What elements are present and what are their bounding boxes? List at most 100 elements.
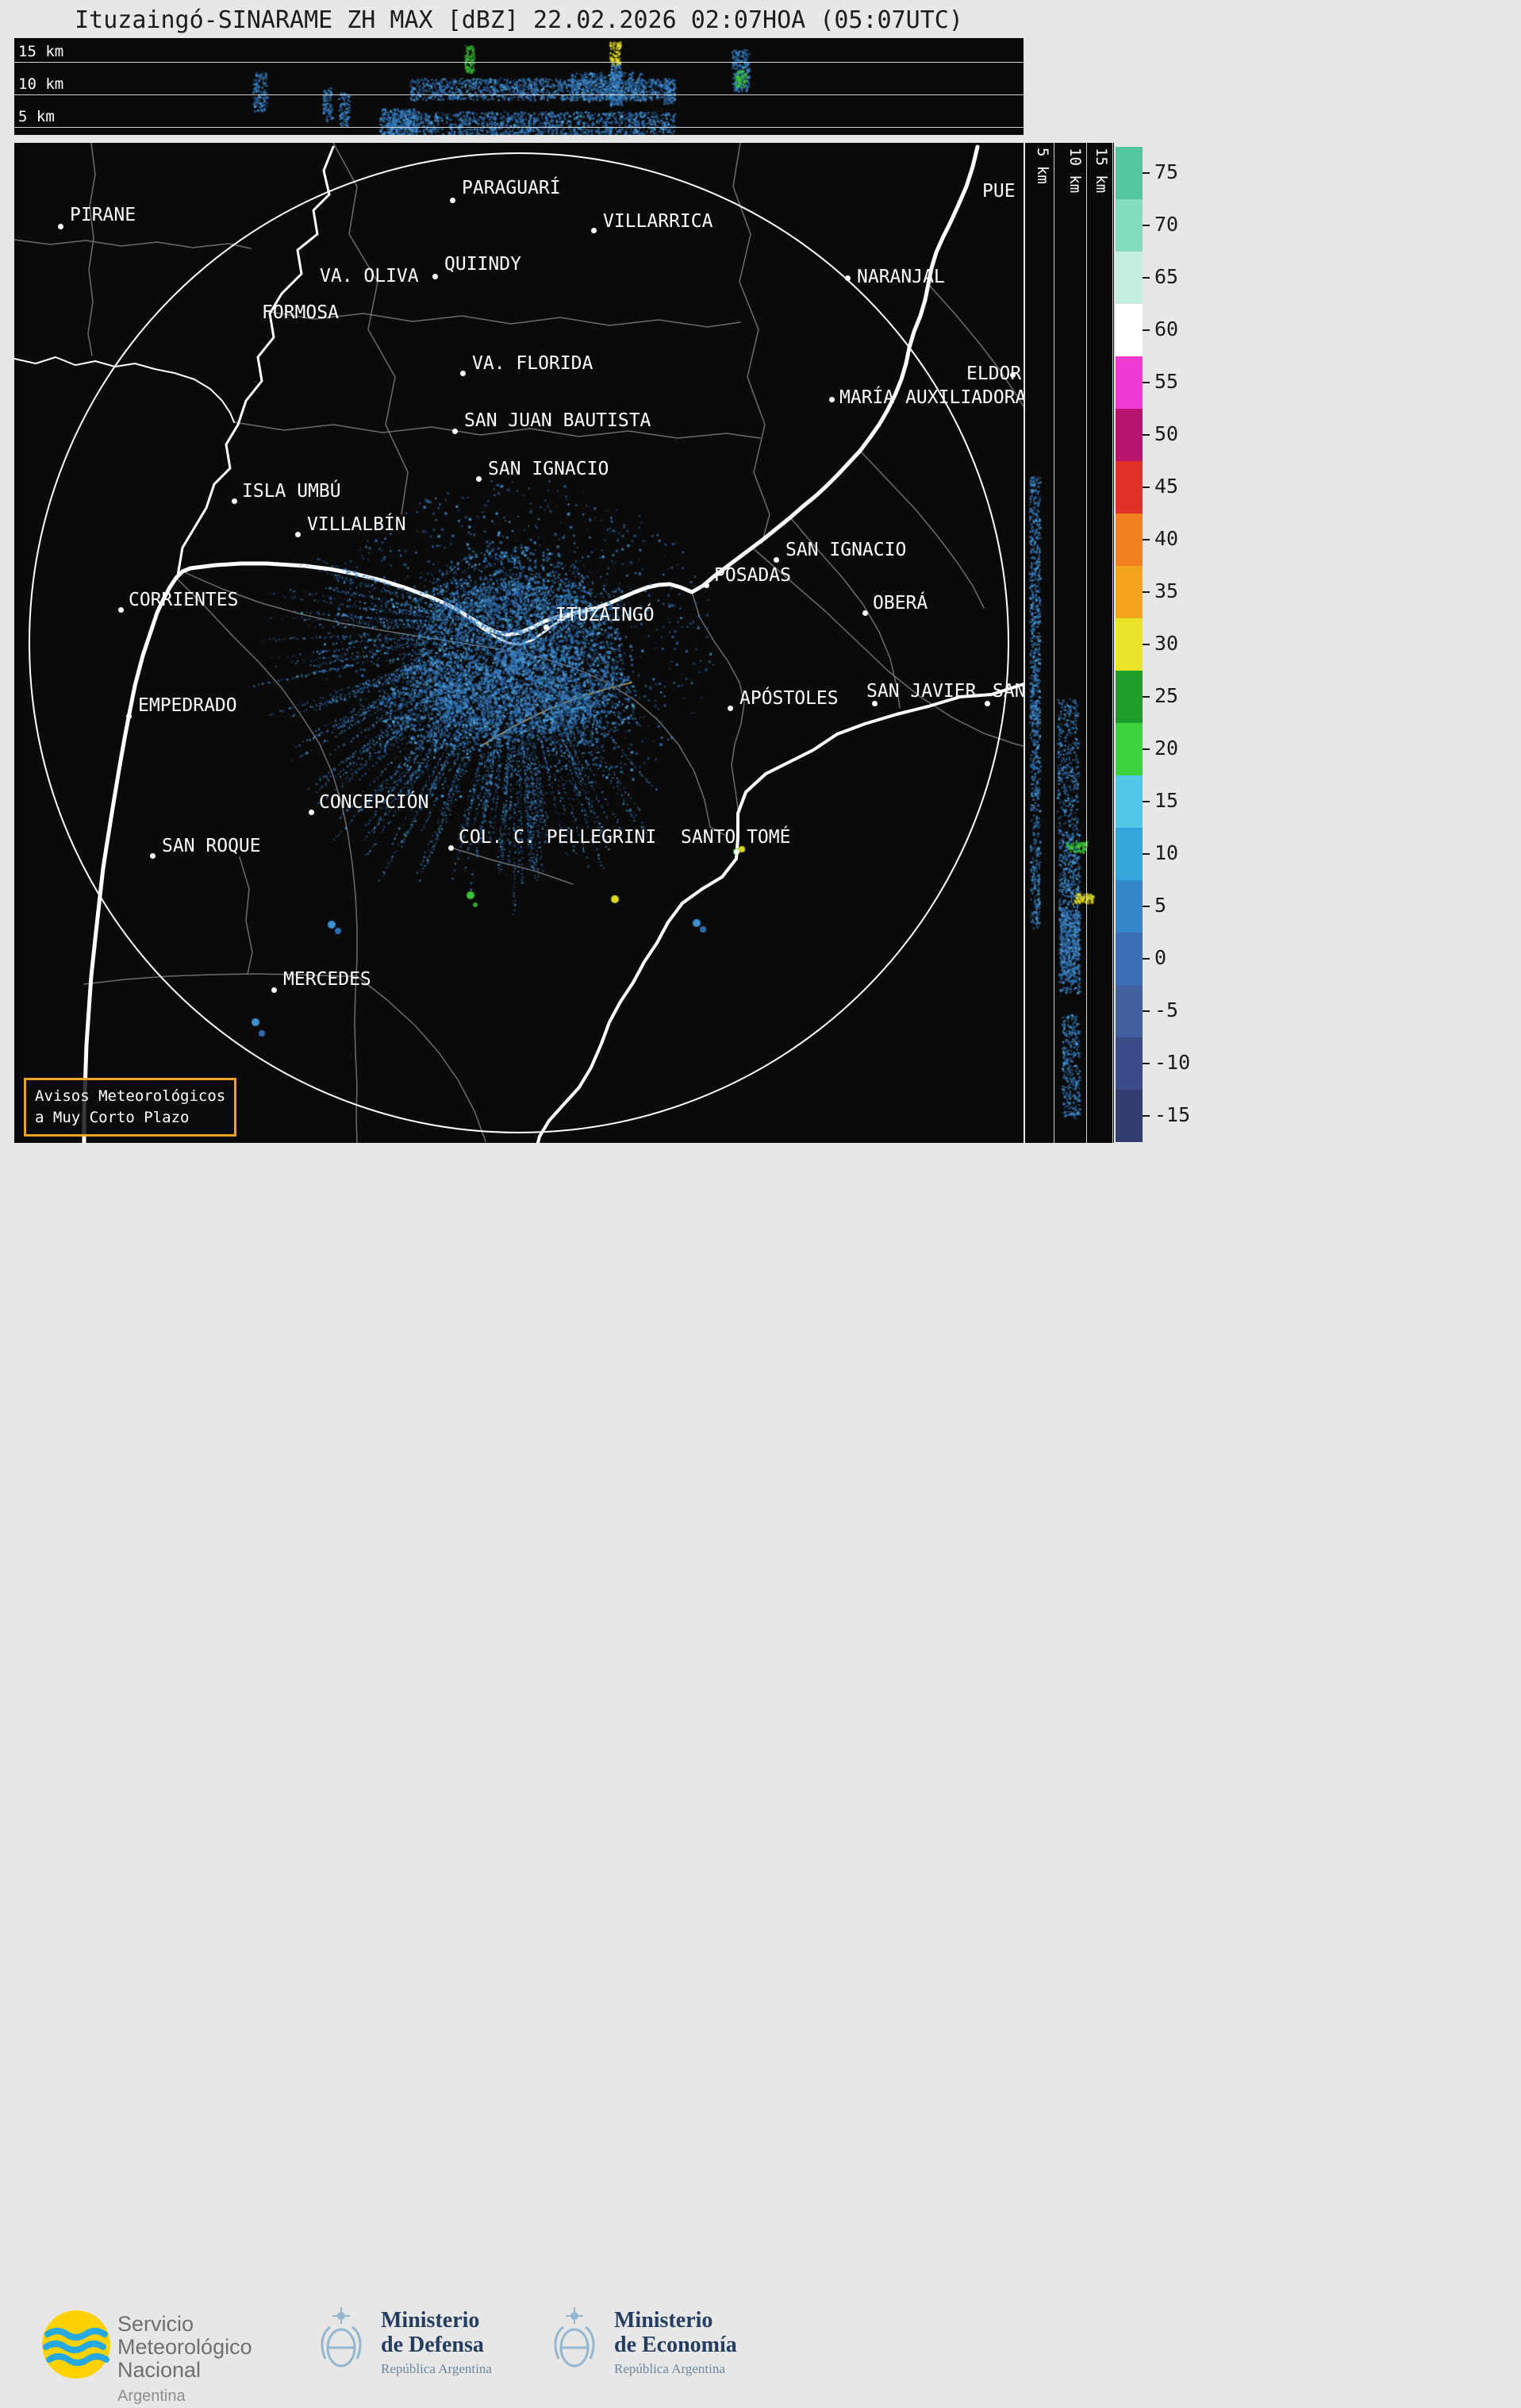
ministry-name-line-1: Ministerio bbox=[381, 2308, 480, 2333]
height-line-10km bbox=[14, 94, 1024, 95]
city-dot bbox=[452, 429, 458, 434]
colorbar-tick-mark bbox=[1143, 958, 1150, 960]
colorbar-segment bbox=[1116, 933, 1143, 985]
city-label: PUE bbox=[982, 181, 1016, 202]
warning-line-1: Avisos Meteorológicos bbox=[35, 1087, 226, 1105]
city-label: FORMOSA bbox=[262, 302, 339, 323]
city-dot bbox=[845, 275, 851, 281]
colorbar-tick-label: 65 bbox=[1154, 265, 1179, 288]
city-label: SAN IGNACIO bbox=[488, 459, 609, 479]
city-dot bbox=[58, 224, 63, 229]
colorbar-tick-label: 30 bbox=[1154, 632, 1179, 655]
colorbar-tick-mark bbox=[1143, 539, 1150, 540]
smn-line-1: Servicio bbox=[117, 2312, 194, 2336]
colorbar-tick-label: 40 bbox=[1154, 527, 1179, 550]
city-dot bbox=[734, 849, 739, 855]
product-title: Ituzaingó-SINARAME ZH MAX [dBZ] 22.02.20… bbox=[75, 6, 963, 34]
colorbar-tick-mark bbox=[1143, 1010, 1150, 1012]
colorbar-tick-mark bbox=[1143, 487, 1150, 488]
colorbar-segment bbox=[1116, 514, 1143, 566]
colorbar-tick-mark bbox=[1143, 591, 1150, 593]
city-dot bbox=[232, 498, 237, 504]
colorbar-tick-label: -5 bbox=[1154, 998, 1179, 1021]
city-dot bbox=[728, 706, 733, 711]
city-label: SAN JAVIER bbox=[866, 681, 977, 702]
colorbar-tick-mark bbox=[1143, 644, 1150, 645]
city-label: SAN bbox=[993, 681, 1024, 702]
ministry-subtitle: República Argentina bbox=[381, 2361, 492, 2376]
smn-wordmark: Servicio Meteorológico Nacional Argentin… bbox=[117, 2313, 252, 2408]
city-dot bbox=[543, 625, 549, 630]
colorbar-tick-label: 75 bbox=[1154, 160, 1179, 183]
colorbar-tick-label: 35 bbox=[1154, 579, 1179, 602]
city-label: SANTO TOMÉ bbox=[681, 827, 791, 848]
colorbar-tick-mark bbox=[1143, 853, 1150, 855]
colorbar-tick-label: 20 bbox=[1154, 737, 1179, 760]
colorbar-tick-label: 5 bbox=[1154, 894, 1167, 917]
height-line-10km-v bbox=[1086, 143, 1087, 1143]
city-label: ELDOR bbox=[966, 364, 1022, 384]
city-label: VILLALBÍN bbox=[307, 514, 406, 535]
colorbar-segment bbox=[1116, 723, 1143, 775]
colorbar-segment bbox=[1116, 985, 1143, 1037]
colorbar-tick-mark bbox=[1143, 434, 1150, 436]
city-dot bbox=[448, 845, 454, 851]
radar-map-panel: PIRANE PARAGUARÍ VILLARRICA QUIINDY VA. OLIV… bbox=[14, 143, 1024, 1143]
colorbar-tick-label: 60 bbox=[1154, 317, 1179, 340]
city-label: SAN ROQUE bbox=[162, 836, 261, 856]
radar-echo-canvas bbox=[14, 143, 1024, 1143]
city-dot bbox=[460, 371, 466, 376]
colorbar-tick-label: 25 bbox=[1154, 684, 1179, 707]
footer: Servicio Meteorológico Nacional Argentin… bbox=[0, 1143, 1521, 2405]
colorbar-tick-label: 10 bbox=[1154, 841, 1179, 864]
smn-line-2: Meteorológico bbox=[117, 2335, 252, 2359]
ministerio-economia-logo: Ministerio de Economía República Argenti… bbox=[549, 2306, 737, 2379]
colorbar-segment bbox=[1116, 828, 1143, 880]
smn-logo bbox=[40, 2308, 113, 2384]
city-dot bbox=[591, 228, 597, 233]
city-dot bbox=[271, 987, 277, 993]
height-label-10km-v: 10 km bbox=[1066, 148, 1084, 194]
height-line-5km bbox=[14, 127, 1024, 128]
city-label: PARAGUARÍ bbox=[462, 178, 561, 198]
colorbar-tick-label: 45 bbox=[1154, 475, 1179, 498]
colorbar-tick-mark bbox=[1143, 801, 1150, 802]
colorbar-tick-label: 15 bbox=[1154, 789, 1179, 812]
colorbar-tick-label: 70 bbox=[1154, 213, 1179, 236]
colorbar-tick-label: 0 bbox=[1154, 946, 1167, 969]
colorbar-tick-mark bbox=[1143, 329, 1150, 331]
colorbar-segment bbox=[1116, 618, 1143, 671]
city-label: ISLA UMBÚ bbox=[242, 481, 341, 502]
city-label: CONCEPCIÓN bbox=[319, 792, 429, 813]
side-height-profile-panel: 5 km 10 km 15 km bbox=[1025, 143, 1114, 1143]
colorbar-tick-label: -15 bbox=[1154, 1103, 1191, 1126]
colorbar-segment bbox=[1116, 671, 1143, 723]
colorbar-segment bbox=[1116, 566, 1143, 618]
height-label-5km: 5 km bbox=[18, 108, 55, 125]
colorbar-tick-mark bbox=[1143, 172, 1150, 174]
top-height-profile-panel: 15 km 10 km 5 km bbox=[14, 38, 1024, 135]
ministerio-defensa-logo: Ministerio de Defensa República Argentin… bbox=[316, 2306, 492, 2379]
city-label: CORRIENTES bbox=[129, 590, 239, 610]
colorbar-segment bbox=[1116, 304, 1143, 356]
colorbar-tick-mark bbox=[1143, 277, 1150, 279]
city-label: APÓSTOLES bbox=[739, 688, 839, 709]
coat-of-arms-icon bbox=[549, 2306, 600, 2379]
colorbar-segment bbox=[1116, 356, 1143, 409]
height-label-5km-v: 5 km bbox=[1034, 148, 1051, 184]
city-label: SAN JUAN BAUTISTA bbox=[464, 410, 651, 431]
height-line-15km-v bbox=[1112, 143, 1113, 1143]
ministry-name-line-1: Ministerio bbox=[614, 2308, 713, 2333]
colorbar-tick-mark bbox=[1143, 382, 1150, 383]
ministry-name-line-2: de Economía bbox=[614, 2333, 737, 2357]
colorbar-tick-mark bbox=[1143, 906, 1150, 907]
height-label-15km: 15 km bbox=[18, 43, 64, 60]
city-dot bbox=[118, 607, 124, 613]
colorbar-segment bbox=[1116, 775, 1143, 828]
city-dot bbox=[829, 397, 835, 402]
city-label: VILLARRICA bbox=[603, 211, 713, 232]
smn-line-4: Argentina bbox=[117, 2387, 186, 2405]
colorbar-segment bbox=[1116, 147, 1143, 199]
warning-banner: Avisos Meteorológicos a Muy Corto Plazo bbox=[24, 1078, 237, 1137]
colorbar-tick-mark bbox=[1143, 225, 1150, 226]
